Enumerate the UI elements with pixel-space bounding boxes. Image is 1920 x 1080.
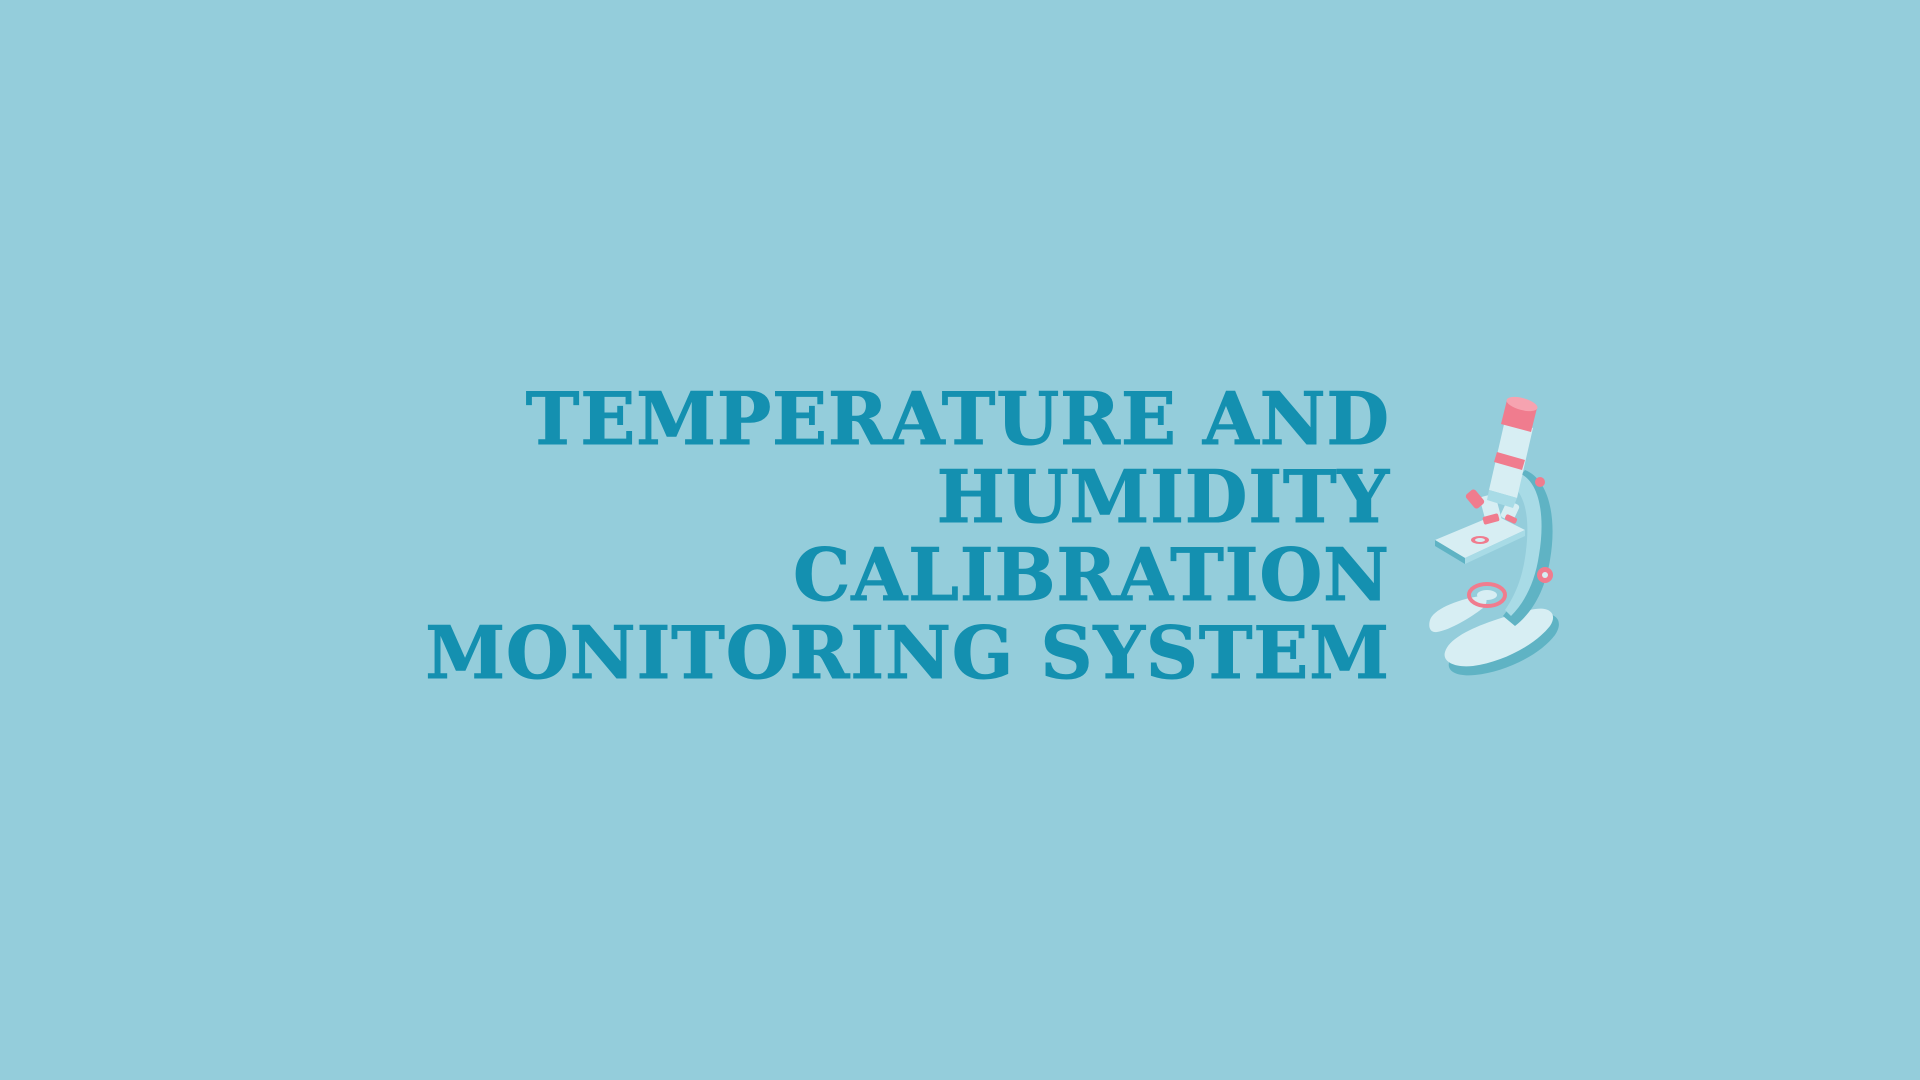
page-title: TEMPERATURE AND HUMIDITY CALIBRATION MON…	[425, 376, 1390, 695]
microscope-icon	[1429, 396, 1559, 676]
title-line-4: MONITORING SYSTEM	[425, 610, 1390, 695]
title-line-1: TEMPERATURE AND	[525, 376, 1390, 461]
title-line-3: CALIBRATION	[793, 532, 1390, 617]
title-line-2: HUMIDITY	[936, 454, 1390, 539]
